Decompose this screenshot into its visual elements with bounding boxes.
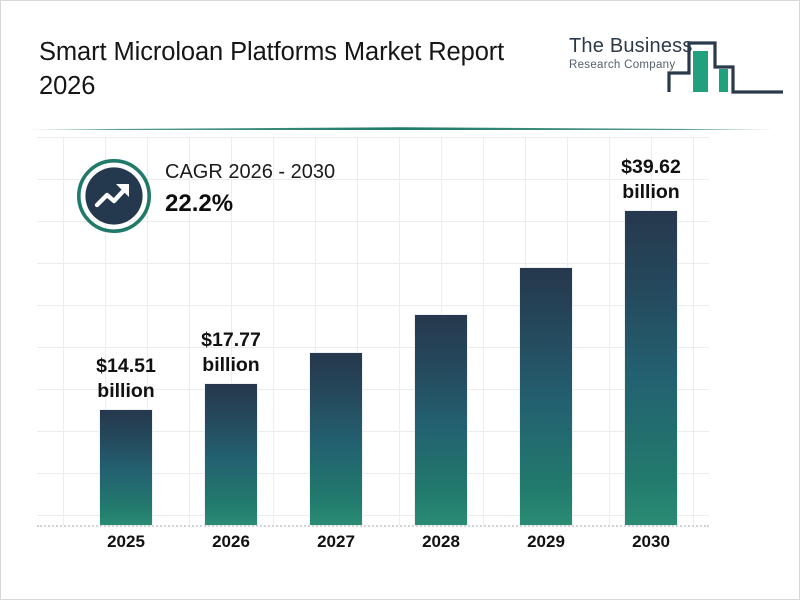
bar-2028[interactable]	[415, 314, 467, 525]
bar-2027[interactable]	[310, 352, 362, 525]
cagr-range-label: CAGR 2026 - 2030	[165, 161, 336, 183]
x-tick-2026: 2026	[212, 532, 250, 551]
cagr-value-label: 22.2%	[165, 190, 234, 217]
bar-value-label-unit: billion	[622, 181, 680, 204]
bar-2030[interactable]	[625, 211, 677, 525]
x-tick-2029: 2029	[527, 532, 565, 551]
cagr-text-block: CAGR 2026 - 2030 22.2%	[165, 161, 335, 218]
x-tick-2028: 2028	[422, 532, 460, 551]
bar-value-label-amount: $39.62	[621, 156, 681, 179]
bar-2026[interactable]	[205, 384, 257, 525]
bar-value-label-2026: $17.77 billion	[171, 328, 291, 378]
x-tick-2025: 2025	[107, 532, 145, 551]
bar-value-label-2030: $39.62 billion	[591, 155, 711, 205]
company-logo: The Business Research Company	[563, 29, 785, 103]
bar-value-label-unit: billion	[97, 380, 155, 403]
bar-value-label-amount: $17.77	[201, 329, 261, 352]
bar-2029[interactable]	[520, 267, 572, 525]
logo-wordmark: The Business Research Company	[569, 35, 699, 71]
logo-line-1: The Business	[569, 35, 693, 57]
x-tick-2027: 2027	[317, 532, 355, 551]
trend-up-arrow-icon	[77, 159, 151, 233]
cagr-callout: CAGR 2026 - 2030 22.2%	[77, 153, 377, 239]
header-divider	[31, 127, 771, 130]
bar-value-label-2025: $14.51 billion	[66, 354, 186, 404]
x-tick-2030: 2030	[632, 532, 670, 551]
logo-line-2: Research Company	[569, 59, 676, 71]
bar-value-label-amount: $14.51	[96, 355, 156, 378]
bar-chart-logo-icon	[667, 41, 783, 94]
bar-value-label-unit: billion	[202, 354, 260, 377]
page-title: Smart Microloan Platforms Market Report …	[39, 38, 505, 100]
x-axis-baseline	[37, 525, 709, 527]
bar-2025[interactable]	[100, 410, 152, 525]
